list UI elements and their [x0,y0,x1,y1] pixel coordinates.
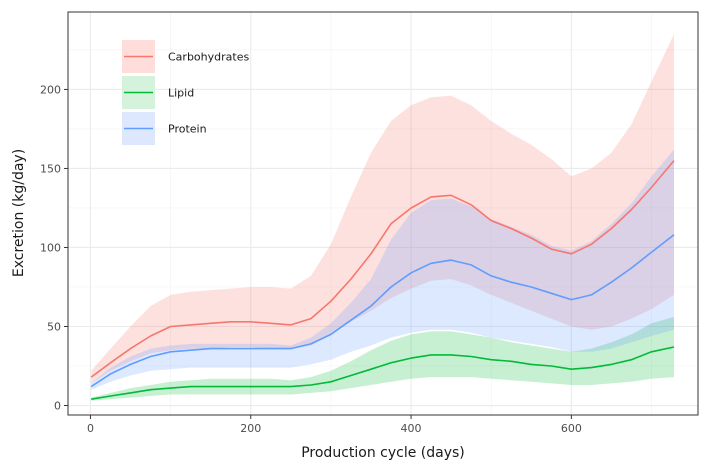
legend-label: Lipid [168,87,194,100]
y-tick-label: 0 [54,400,61,413]
lipid-line [91,346,675,400]
plot-panel [68,12,698,415]
legend-item-lipid: Lipid [122,76,194,109]
legend-item-protein: Protein [122,112,207,145]
legend-label: Carbohydrates [168,51,249,64]
lipid-band [91,317,674,401]
y-tick-label: 200 [40,83,61,96]
carbohydrates-band [91,34,674,384]
y-tick-label: 50 [47,320,61,333]
x-tick-label: 200 [240,422,261,435]
y-tick-label: 100 [40,241,61,254]
x-tick-label: 400 [401,422,422,435]
protein-line [90,234,675,388]
series-lines [90,160,675,400]
legend-item-carbohydrates: Carbohydrates [122,40,249,73]
x-tick-label: 0 [87,422,94,435]
plot-border [67,11,699,416]
confidence-bands [91,34,674,401]
x-axis-ticks: 0 200 400 600 [87,415,582,435]
y-tick-label: 150 [40,162,61,175]
x-axis-title: Production cycle (days) [301,445,465,461]
protein-band [91,149,674,390]
y-axis-ticks: 0 50 100 150 200 [40,83,68,413]
y-axis-title: Excretion (kg/day) [11,149,27,277]
carbohydrates-line [90,160,675,378]
legend-label: Protein [168,123,207,136]
x-tick-label: 600 [561,422,582,435]
legend: Carbohydrates Lipid Protein [122,40,249,145]
